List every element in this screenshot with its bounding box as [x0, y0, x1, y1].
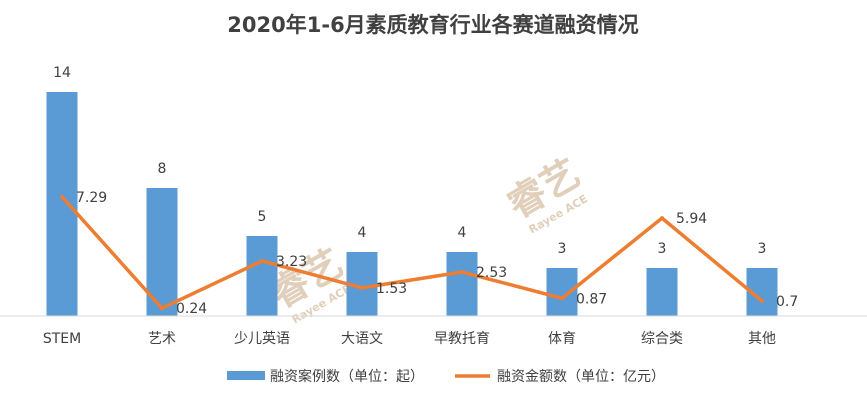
line-series [60, 194, 764, 311]
category-label: 艺术 [148, 331, 176, 347]
line-value-label: 3.23 [276, 254, 307, 270]
bar-value-label: 14 [53, 65, 71, 81]
category-labels: STEM 艺术 少儿英语 大语文 早教托育 体育 综合类 其他 [43, 330, 776, 347]
chart-title: 2020年1-6月素质教育行业各赛道融资情况 [227, 13, 638, 37]
category-label: 少儿英语 [234, 330, 290, 347]
line-point-6 [660, 216, 664, 221]
bar-2 [246, 236, 278, 316]
bar-value-label: 3 [658, 241, 667, 257]
bar-value-label: 8 [158, 161, 167, 177]
line-path [60, 195, 764, 310]
bar-5 [546, 268, 578, 316]
line-point-3 [360, 285, 364, 290]
data-labels: 14 8 5 4 4 3 3 3 7.29 0.24 3.23 1.53 2.53 0.87 5.94 0.7 [53, 65, 798, 317]
line-value-label: 7.29 [76, 190, 107, 206]
legend-label-line: 融资金额数（单位：亿元） [497, 369, 665, 385]
bar-value-label: 3 [758, 241, 767, 257]
line-point-4 [460, 270, 464, 275]
category-label: 其他 [748, 331, 776, 347]
category-label: 早教托育 [434, 331, 490, 347]
line-point-1 [160, 306, 164, 311]
bar-value-label: 5 [258, 209, 267, 225]
line-point-5 [560, 296, 564, 301]
bar-6 [646, 268, 678, 316]
line-value-label: 0.24 [176, 301, 207, 317]
category-label: 大语文 [341, 331, 383, 347]
line-value-label: 5.94 [676, 211, 707, 227]
line-point-0 [60, 194, 64, 199]
bar-4 [446, 252, 478, 316]
bar-value-label: 4 [458, 225, 467, 241]
line-value-label: 2.53 [476, 265, 507, 281]
line-value-label: 1.53 [376, 281, 407, 297]
line-value-label: 0.87 [576, 291, 607, 307]
legend-label-bar: 融资案例数（单位：起） [270, 368, 424, 385]
bar-series [46, 92, 778, 316]
category-label: 体育 [548, 331, 576, 347]
line-point-2 [260, 258, 264, 263]
bar-value-label: 4 [358, 225, 367, 241]
bar-0 [46, 92, 78, 316]
category-label: STEM [43, 331, 81, 347]
category-label: 综合类 [641, 331, 683, 347]
legend-swatch-bar [227, 371, 265, 380]
line-point-7 [760, 298, 764, 303]
line-value-label: 0.7 [776, 294, 798, 310]
bar-value-label: 3 [558, 241, 567, 257]
legend: 融资案例数（单位：起） 融资金额数（单位：亿元） [227, 368, 665, 385]
